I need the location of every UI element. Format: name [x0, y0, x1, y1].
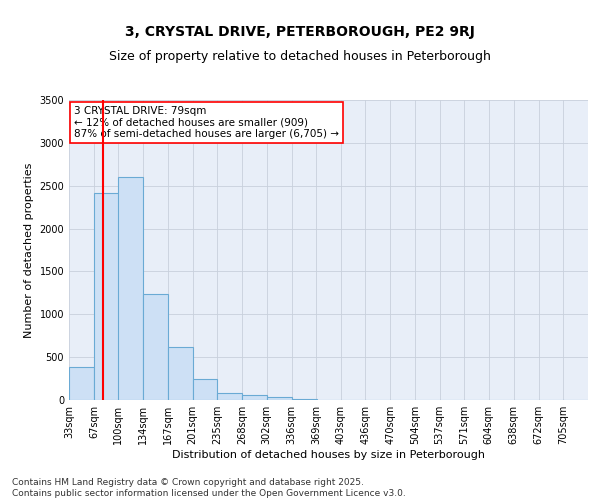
Text: Size of property relative to detached houses in Peterborough: Size of property relative to detached ho… [109, 50, 491, 63]
Bar [242, 395, 267, 400]
Bar [217, 392, 242, 400]
Text: Contains HM Land Registry data © Crown copyright and database right 2025.
Contai: Contains HM Land Registry data © Crown c… [12, 478, 406, 498]
Text: 3, CRYSTAL DRIVE, PETERBOROUGH, PE2 9RJ: 3, CRYSTAL DRIVE, PETERBOROUGH, PE2 9RJ [125, 25, 475, 39]
Bar [69, 366, 94, 400]
Bar [267, 396, 292, 400]
Bar [292, 399, 317, 400]
Y-axis label: Number of detached properties: Number of detached properties [24, 162, 34, 338]
Bar [118, 177, 143, 400]
X-axis label: Distribution of detached houses by size in Peterborough: Distribution of detached houses by size … [172, 450, 485, 460]
Bar [143, 294, 168, 400]
Bar [167, 347, 193, 400]
Bar [193, 380, 217, 400]
Bar [94, 192, 119, 400]
Text: 3 CRYSTAL DRIVE: 79sqm
← 12% of detached houses are smaller (909)
87% of semi-de: 3 CRYSTAL DRIVE: 79sqm ← 12% of detached… [74, 106, 339, 139]
